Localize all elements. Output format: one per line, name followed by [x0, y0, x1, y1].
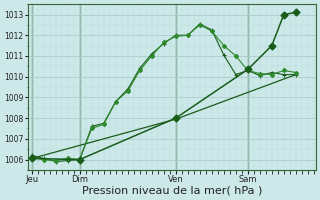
X-axis label: Pression niveau de la mer( hPa ): Pression niveau de la mer( hPa ): [82, 186, 262, 196]
